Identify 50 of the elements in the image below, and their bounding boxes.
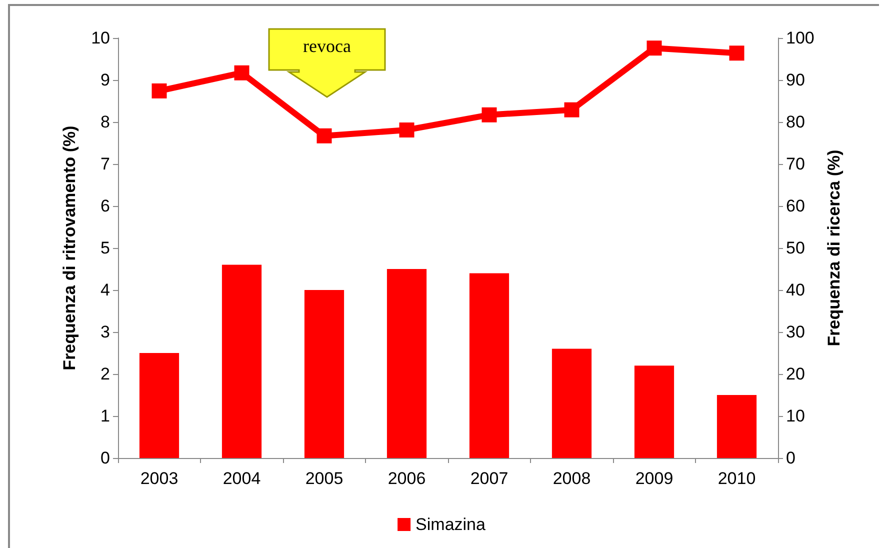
y2-tick-label: 70: [786, 154, 805, 174]
point: [316, 128, 332, 144]
y2-axis-title: Frequenza di ricerca (%): [824, 150, 844, 346]
bar: [634, 366, 674, 458]
y2-tick-label: 100: [786, 28, 814, 48]
y-tick-label: 6: [100, 196, 110, 216]
legend-label: Simazina: [416, 515, 486, 534]
x-tick-label: 2007: [470, 469, 508, 488]
x-tick-label: 2008: [552, 469, 591, 488]
y2-tick-label: 60: [786, 196, 805, 216]
bar: [222, 264, 262, 458]
point: [399, 122, 414, 138]
y-tick-label: 5: [100, 238, 110, 258]
y-tick-label: 7: [100, 154, 110, 174]
x-tick-label: 2003: [140, 469, 178, 488]
bar: [386, 269, 427, 458]
y2-tick-label: 40: [786, 280, 805, 300]
annotation: revoca: [302, 36, 352, 57]
y-tick-label: 2: [100, 364, 110, 384]
bar: [552, 348, 592, 458]
y-tick-label: 9: [100, 70, 110, 90]
point: [646, 40, 662, 56]
point: [482, 107, 497, 122]
x-tick-label: 2006: [388, 469, 426, 488]
y2-tick-label: 0: [786, 448, 796, 468]
point: [152, 83, 167, 98]
y2-tick-label: 30: [786, 322, 805, 342]
x-tick-label: 2010: [718, 469, 756, 488]
point: [564, 102, 580, 118]
x-tick-label: 2005: [305, 469, 344, 488]
x-tick-label: 2004: [222, 469, 261, 488]
y-tick-label: 10: [91, 28, 110, 48]
x-tick-label: 2009: [635, 469, 674, 488]
bar: [469, 273, 510, 458]
y2-tick-label: 80: [786, 112, 805, 132]
y-tick-label: 0: [100, 448, 110, 468]
y2-tick-label: 50: [786, 238, 805, 258]
bar: [716, 395, 757, 458]
bar: [304, 290, 344, 458]
y2-tick-label: 10: [786, 406, 805, 426]
y-axis-title: Frequenza di ritrovamento (%): [60, 126, 79, 370]
y-tick-label: 1: [100, 406, 110, 426]
y-tick-label: 3: [100, 322, 110, 342]
y2-tick-label: 20: [786, 364, 805, 384]
point: [729, 46, 744, 61]
y-tick-label: 8: [100, 112, 110, 132]
point: [234, 65, 250, 80]
y-tick-label: 4: [100, 280, 110, 300]
y2-tick-label: 90: [786, 70, 805, 90]
bar: [139, 353, 180, 458]
